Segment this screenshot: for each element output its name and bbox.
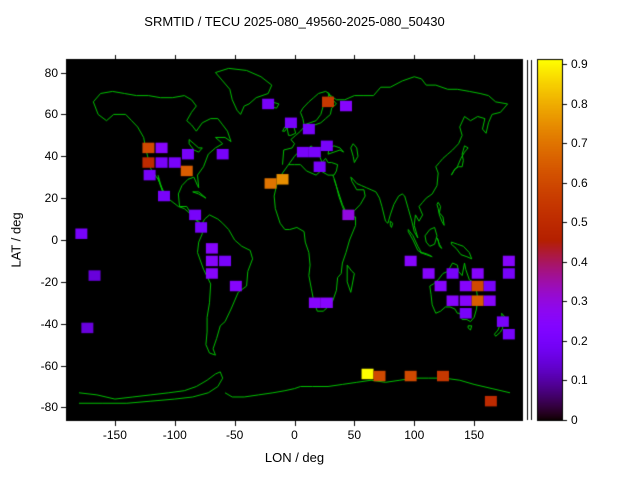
y-tick-label: 40: [44, 149, 58, 164]
x-tick-label: 0: [291, 428, 298, 442]
colorbar-tick-label: 0: [571, 413, 578, 427]
y-tick-label: 20: [44, 191, 58, 206]
colorbar-tick-label: 0.5: [571, 215, 588, 230]
y-axis-label: LAT / deg: [8, 212, 24, 268]
y-tick-label: 60: [44, 107, 58, 122]
chart-title: SRMTID / TECU 2025-080_49560-2025-080_50…: [144, 14, 445, 29]
y-tick-label: -60: [40, 358, 58, 373]
colorbar-tick-label: 0.4: [571, 254, 588, 269]
y-tick-label: 80: [44, 65, 58, 80]
x-axis-label: LON / deg: [264, 450, 325, 465]
y-tick-label: 0: [51, 233, 58, 247]
x-tick-label: -50: [225, 428, 244, 442]
y-tick-label: -40: [40, 316, 58, 331]
x-tick-label: -150: [102, 428, 127, 442]
colorbar-tick-label: 0.2: [571, 333, 588, 348]
x-tick-label: 150: [464, 428, 485, 442]
colorbar-tick-label: 0.7: [571, 136, 588, 151]
x-tick-label: 50: [347, 428, 362, 442]
x-tick-label: -100: [162, 428, 187, 442]
x-tick-label: 100: [404, 428, 425, 442]
colorbar-tick-label: 0.8: [571, 96, 588, 111]
colorbar-tick-label: 0.1: [571, 373, 588, 388]
y-tick-label: -80: [40, 400, 58, 415]
colorbar-tick-label: 0.3: [571, 294, 588, 309]
colorbar-tick-label: 0.6: [571, 175, 588, 190]
y-tick-label: -20: [40, 274, 58, 289]
colorbar-tick-label: 0.9: [571, 57, 588, 71]
